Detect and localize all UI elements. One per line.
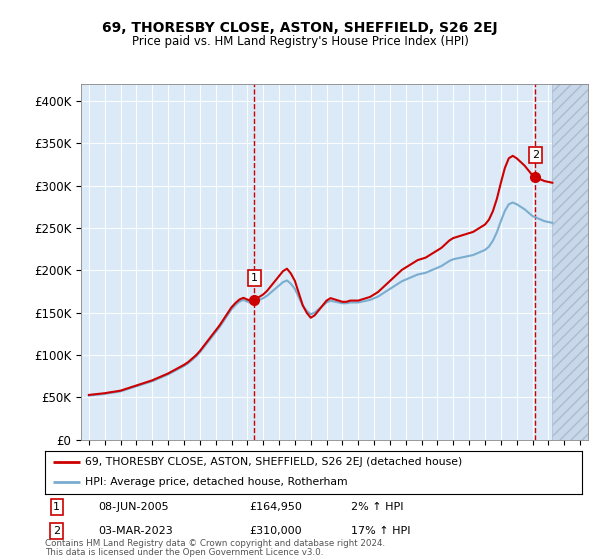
Text: HPI: Average price, detached house, Rotherham: HPI: Average price, detached house, Roth…: [85, 477, 348, 487]
Text: Price paid vs. HM Land Registry's House Price Index (HPI): Price paid vs. HM Land Registry's House …: [131, 35, 469, 48]
Text: 2: 2: [53, 526, 61, 536]
Text: 1: 1: [53, 502, 61, 512]
Bar: [553, 84, 588, 440]
Text: 08-JUN-2005: 08-JUN-2005: [98, 502, 169, 512]
Text: 2% ↑ HPI: 2% ↑ HPI: [351, 502, 404, 512]
Text: £310,000: £310,000: [249, 526, 302, 536]
Text: This data is licensed under the Open Government Licence v3.0.: This data is licensed under the Open Gov…: [45, 548, 323, 557]
Text: 69, THORESBY CLOSE, ASTON, SHEFFIELD, S26 2EJ (detached house): 69, THORESBY CLOSE, ASTON, SHEFFIELD, S2…: [85, 458, 463, 468]
Text: Contains HM Land Registry data © Crown copyright and database right 2024.: Contains HM Land Registry data © Crown c…: [45, 539, 385, 548]
Text: 2: 2: [532, 150, 539, 160]
Text: 1: 1: [251, 273, 258, 283]
Text: £164,950: £164,950: [249, 502, 302, 512]
Text: 17% ↑ HPI: 17% ↑ HPI: [351, 526, 410, 536]
Text: 03-MAR-2023: 03-MAR-2023: [98, 526, 173, 536]
Text: 69, THORESBY CLOSE, ASTON, SHEFFIELD, S26 2EJ: 69, THORESBY CLOSE, ASTON, SHEFFIELD, S2…: [102, 21, 498, 35]
